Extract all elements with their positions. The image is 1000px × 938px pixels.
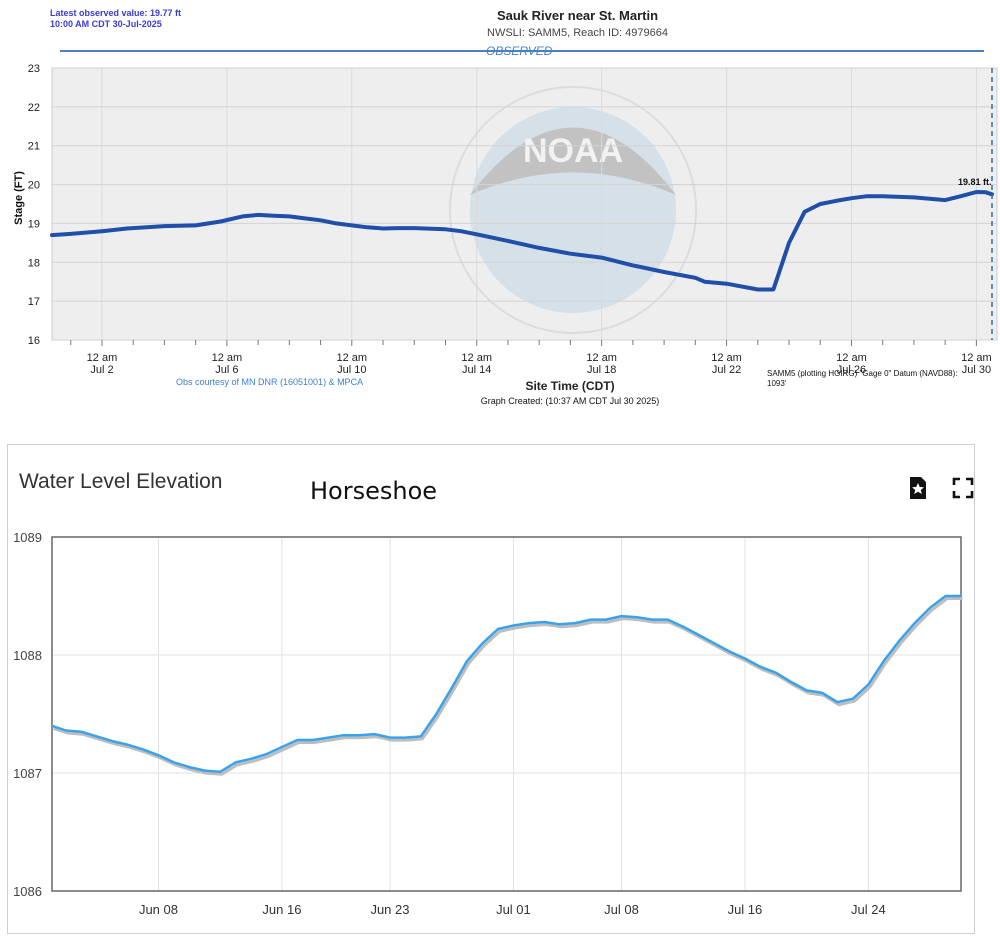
y-tick-label: 1086 — [13, 884, 42, 899]
x-tick-label: Jul 16 — [728, 902, 763, 917]
y-tick-label: 17 — [28, 296, 40, 308]
graph-created-note: Graph Created: (10:37 AM CDT Jul 30 2025… — [480, 396, 660, 406]
download-pdf-icon[interactable] — [906, 476, 930, 500]
x-tick-label: 12 am — [586, 352, 617, 364]
x-tick-label: Jul 18 — [587, 364, 616, 376]
last-value-label: 19.81 ft. — [958, 177, 992, 187]
hydrograph-panel: Latest observed value: 19.77 ft 10:00 AM… — [0, 0, 1000, 410]
x-tick-label: Jul 10 — [337, 364, 366, 376]
datum-note: SAMM5 (plotting HGIRG) "Gage 0" Datum (N… — [767, 369, 957, 389]
card-title: Water Level Elevation — [19, 470, 223, 493]
x-tick-label: 12 am — [961, 352, 992, 364]
hydrograph-subtitle: NWSLI: SAMM5, Reach ID: 4979664 — [487, 27, 668, 39]
y-tick-label: 16 — [28, 335, 40, 347]
x-tick-label: Jul 26 — [837, 364, 866, 376]
plot-frame — [51, 536, 962, 892]
water-level-chart: 1086 1087 1088 1089 Jun 08 Jun 16 Jun 23 Jul 0… — [13, 530, 963, 917]
water-level-card: Water Level Elevation Horseshoe 1086 1087… — [7, 444, 975, 934]
x-tick-label: 12 am — [87, 352, 118, 364]
water-level-series-line — [51, 594, 961, 774]
x-tick-label: Jul 6 — [215, 364, 238, 376]
x-tick-label: Jun 08 — [139, 902, 178, 917]
stage-series-line — [50, 190, 994, 292]
x-tick-label: Jul 24 — [851, 902, 886, 917]
latest-observed-value: Latest observed value: 19.77 ft — [50, 8, 182, 18]
noaa-watermark-text: NOAA — [523, 132, 623, 170]
x-tick-label: Jul 22 — [712, 364, 741, 376]
y-tick-label: 1088 — [13, 648, 42, 663]
datum-line-2: 1093' — [767, 379, 787, 388]
y-tick-label: 23 — [28, 63, 40, 75]
plot-area — [51, 67, 998, 341]
x-tick-label: 12 am — [836, 352, 867, 364]
latest-observed-info: Latest observed value: 19.77 ft 10:00 AM… — [50, 8, 181, 30]
x-tick-label: Jul 08 — [604, 902, 639, 917]
x-tick-label: 12 am — [711, 352, 742, 364]
site-name: Horseshoe — [310, 477, 438, 505]
y-tick-label: 22 — [28, 102, 40, 114]
y-tick-label: 19 — [28, 218, 40, 230]
datum-line-1: SAMM5 (plotting HGIRG) "Gage 0" Datum (N… — [767, 369, 958, 378]
x-tick-label: Jul 2 — [90, 364, 113, 376]
y-tick-label: 1089 — [13, 530, 42, 545]
x-tick-label: 12 am — [212, 352, 243, 364]
x-tick-label: Jun 23 — [370, 902, 409, 917]
x-tick-label: Jul 14 — [462, 364, 491, 376]
observed-label: OBSERVED — [486, 44, 553, 58]
y-tick-label: 21 — [28, 141, 40, 153]
hydrograph-title: Sauk River near St. Martin — [496, 8, 659, 23]
latest-observed-time: 10:00 AM CDT 30-Jul-2025 — [50, 19, 162, 29]
x-axis-label: Site Time (CDT) — [525, 379, 615, 393]
y-tick-label: 1087 — [13, 766, 42, 781]
x-tick-label: 12 am — [337, 352, 368, 364]
x-tick-label: Jul 01 — [496, 902, 531, 917]
x-tick-label: 12 am — [461, 352, 492, 364]
y-axis-label: Stage (FT) — [12, 171, 25, 225]
fullscreen-icon[interactable] — [951, 476, 975, 500]
water-level-series-shadow — [53, 597, 963, 776]
x-tick-label: Jul 30 — [962, 364, 991, 376]
obs-courtesy-link[interactable]: Obs courtesy of MN DNR (16051001) & MPCA — [176, 377, 364, 387]
x-tick-label: Jun 16 — [262, 902, 301, 917]
y-tick-label: 18 — [28, 257, 40, 269]
y-tick-label: 20 — [28, 180, 40, 192]
